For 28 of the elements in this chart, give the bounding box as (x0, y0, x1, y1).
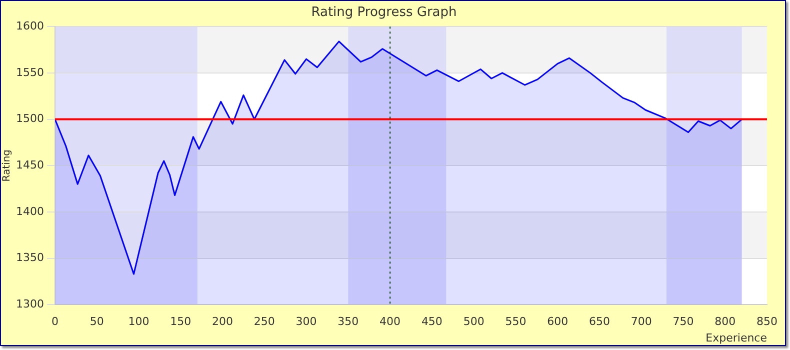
y-tick-label: 1300 (16, 297, 44, 310)
x-tick-label: 250 (254, 315, 275, 328)
x-tick-label: 200 (212, 315, 234, 328)
x-tick-label: 800 (714, 315, 736, 328)
x-tick-label: 100 (128, 315, 150, 328)
x-tick-label: 650 (588, 315, 610, 328)
chart-title: Rating Progress Graph (311, 5, 457, 20)
x-tick-label: 600 (547, 315, 568, 328)
x-tick-label: 450 (421, 315, 442, 328)
x-tick-label: 700 (630, 315, 652, 328)
y-tick-label: 1350 (16, 251, 44, 264)
y-axis-title: Rating (2, 149, 13, 182)
x-tick-label: 500 (463, 315, 484, 328)
y-tick-label: 1500 (16, 112, 44, 126)
x-tick-label: 850 (756, 315, 778, 328)
x-tick-label: 150 (170, 315, 192, 328)
y-tick-label: 1600 (16, 19, 44, 32)
x-tick-label: 750 (672, 315, 694, 328)
x-tick-label: 0 (51, 315, 58, 328)
x-tick-label: 350 (338, 315, 359, 328)
x-tick-label: 400 (380, 315, 401, 328)
x-tick-label: 300 (296, 315, 317, 328)
x-axis-title: Experience (706, 331, 768, 344)
x-tick-label: 50 (90, 315, 104, 328)
y-tick-label: 1400 (16, 204, 44, 218)
x-tick-label: 550 (505, 315, 526, 328)
y-tick-label: 1550 (16, 66, 44, 79)
y-tick-label: 1450 (16, 158, 44, 172)
